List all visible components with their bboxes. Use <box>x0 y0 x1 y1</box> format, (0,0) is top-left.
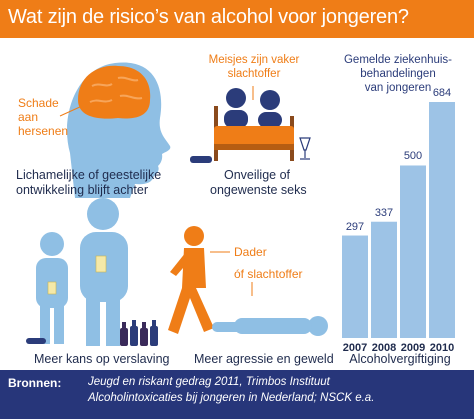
brain-callout: Schade aan hersenen <box>18 96 68 138</box>
bed-caption-line: ongewenste seks <box>210 183 307 197</box>
illustrations <box>26 62 455 346</box>
violence-caption: Meer agressie en geweld <box>194 352 334 366</box>
bar-value-label: 337 <box>374 206 394 219</box>
violence-callout-victim: óf slachtoffer <box>234 267 303 281</box>
brain-head-icon <box>59 62 171 199</box>
brain-callout-line: aan <box>18 110 39 124</box>
chart-title-line: van jongeren <box>364 82 432 94</box>
chart-title-line: Gemelde ziekenhuis- <box>343 54 453 66</box>
bar-2008 <box>371 221 397 338</box>
brain-caption: Lichamelijke of geestelijke ontwikkeling… <box>16 168 161 198</box>
drinking-people-icon <box>26 198 128 346</box>
chart-caption: Alcoholvergiftiging <box>349 352 451 366</box>
bar-value-label: 297 <box>345 220 365 233</box>
source-item: Jeugd en riskant gedrag 2011, Trimbos In… <box>88 376 330 388</box>
aggressor-victim-icon <box>168 226 328 336</box>
bar-value-label: 500 <box>403 150 423 163</box>
source-item: Alcoholintoxicaties bij jongeren in Nede… <box>88 392 375 404</box>
bed-callout-line: slachtoffer <box>227 68 281 80</box>
bar-category-label: 2009 <box>400 342 426 354</box>
chart-title: Gemelde ziekenhuis- behandelingen van jo… <box>340 53 456 95</box>
bar-category-label: 2010 <box>429 342 455 354</box>
bed-callout: Meisjes zijn vaker slachtoffer <box>208 53 300 81</box>
bar-category-label: 2008 <box>371 342 397 354</box>
brain-callout-line: hersenen <box>18 124 69 138</box>
bed-caption-line: Onveilige of <box>223 168 290 182</box>
brain-caption-line: ontwikkeling blijft achter <box>16 183 149 197</box>
chart-title-line: behandelingen <box>360 68 436 80</box>
bar-category-label: 2007 <box>342 342 368 354</box>
bar-2009 <box>400 165 426 338</box>
page-title: Wat zijn de risico’s van alcohol voor jo… <box>8 6 409 28</box>
glass-icon <box>299 137 311 160</box>
bed-caption: Onveilige of ongewenste seks <box>210 168 307 198</box>
bar-chart <box>342 102 455 338</box>
bar-2007 <box>342 235 368 338</box>
couple-in-bed-icon <box>190 86 311 163</box>
sources-footer: Bronnen: Jeugd en riskant gedrag 2011, T… <box>0 370 474 419</box>
sources-label: Bronnen: <box>8 376 62 390</box>
header-bar: Wat zijn de risico’s van alcohol voor jo… <box>0 0 474 38</box>
brain-callout-line: Schade <box>18 96 59 110</box>
bar-2010 <box>429 102 455 338</box>
brain-caption-line: Lichamelijke of geestelijke <box>16 168 162 182</box>
addiction-caption: Meer kans op verslaving <box>34 352 170 366</box>
bar-value-label: 684 <box>432 87 452 99</box>
bottles-icon <box>120 320 158 346</box>
bed-callout-line: Meisjes zijn vaker <box>208 54 300 66</box>
violence-callout-aggressor: Dader <box>234 245 267 259</box>
